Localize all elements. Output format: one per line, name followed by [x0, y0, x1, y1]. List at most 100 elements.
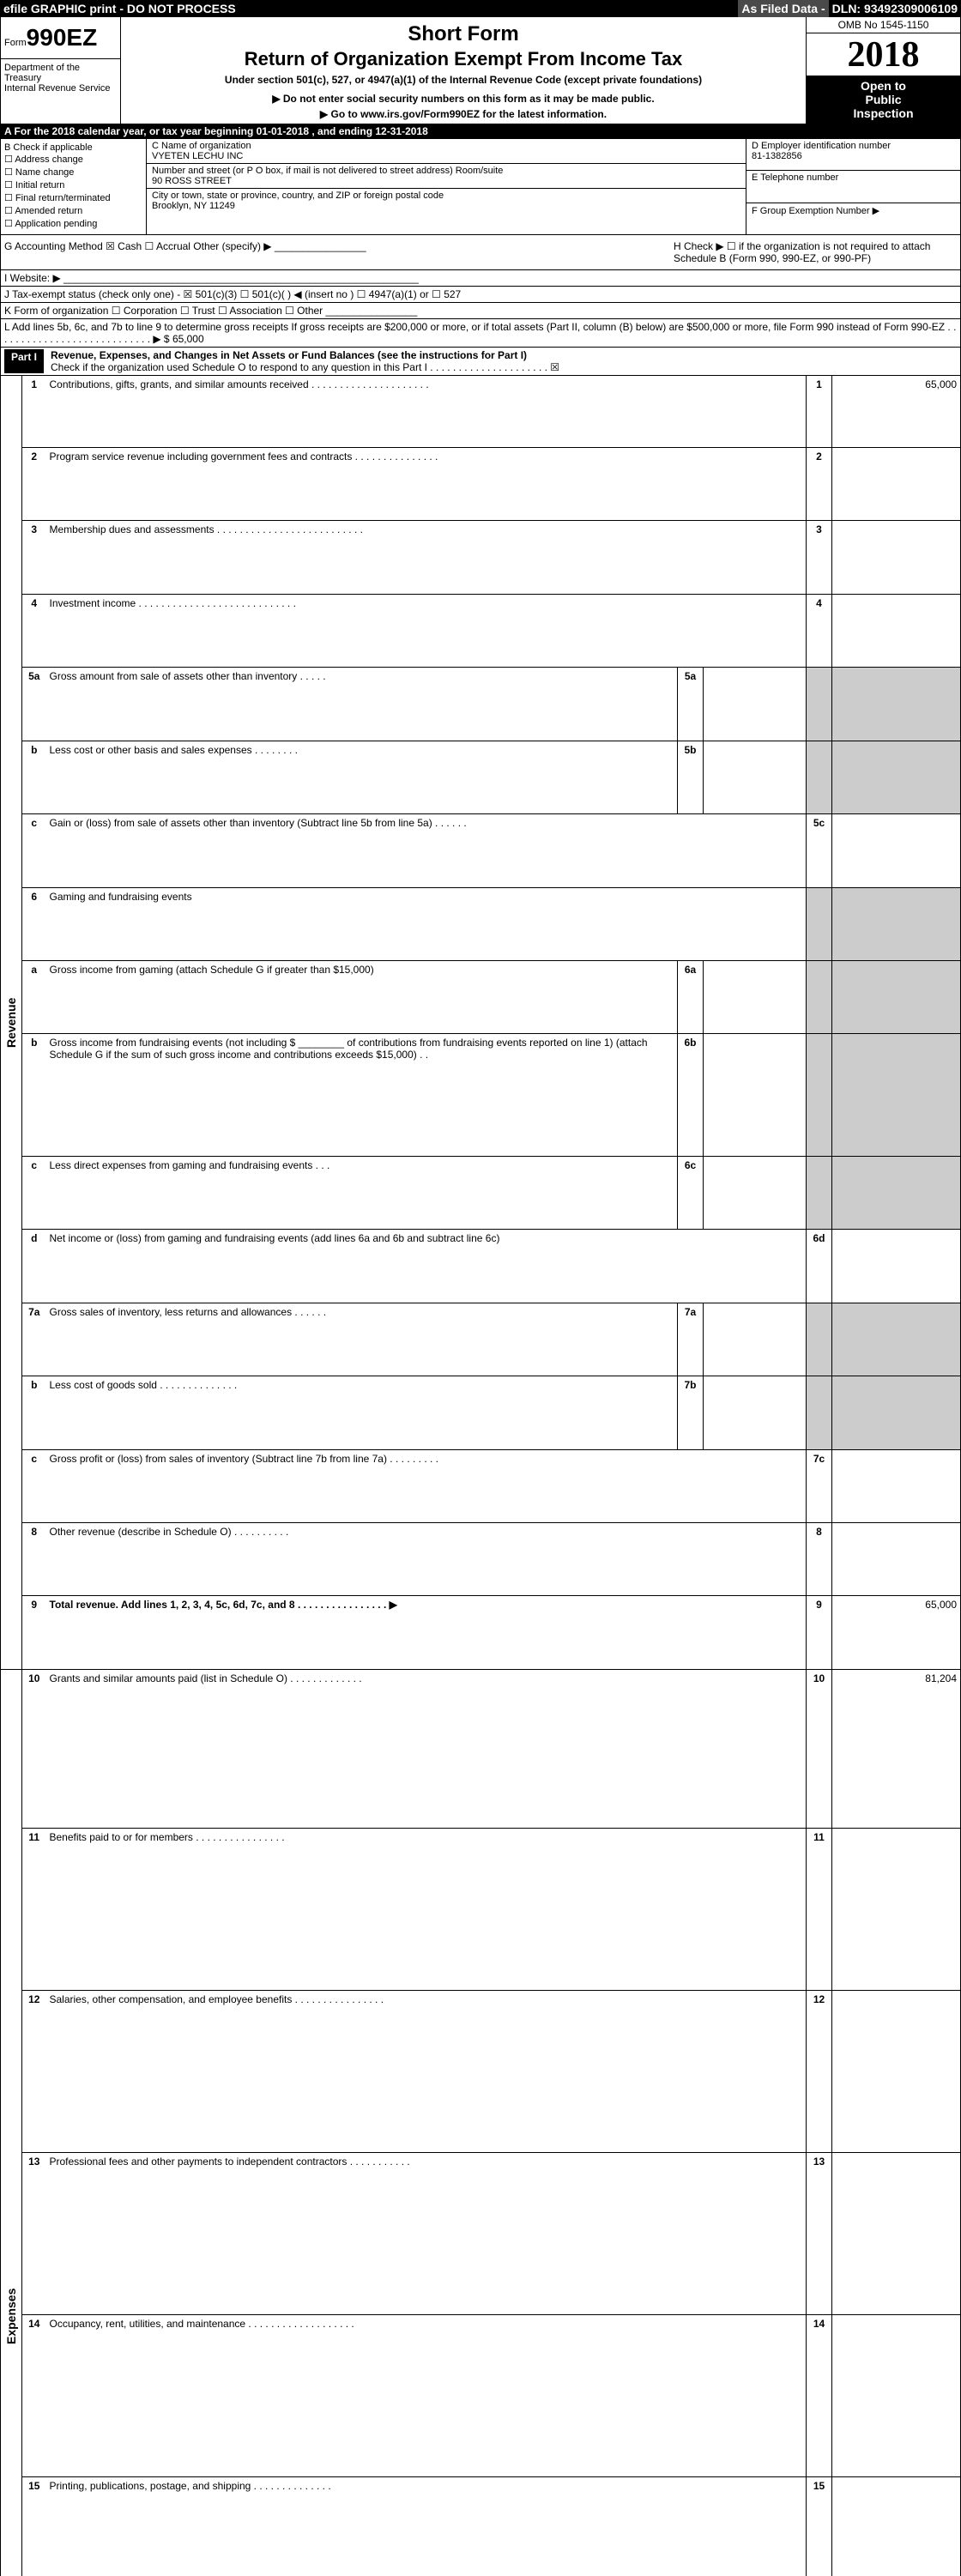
line-num: 5a — [22, 668, 46, 741]
line-j: J Tax-exempt status (check only one) - ☒… — [0, 287, 961, 303]
c-city: Brooklyn, NY 11249 — [152, 201, 740, 211]
line-desc: Salaries, other compensation, and employ… — [46, 1991, 807, 2153]
line-a: A For the 2018 calendar year, or tax yea… — [0, 124, 961, 139]
dept-irs: Internal Revenue Service — [4, 83, 117, 94]
line-amt — [832, 2315, 961, 2477]
subline-amt — [704, 741, 807, 813]
dept-treasury: Department of the Treasury — [4, 63, 117, 83]
f-label: F Group Exemption Number ▶ — [752, 205, 955, 216]
line-amt — [832, 1523, 961, 1596]
subline-amt — [704, 1156, 807, 1229]
short-form-title: Short Form — [128, 22, 799, 46]
line-desc: Gross amount from sale of assets other t… — [46, 668, 678, 741]
line-desc: Gross income from gaming (attach Schedul… — [46, 960, 678, 1033]
line-amt — [832, 2153, 961, 2315]
line-amt: 81,204 — [832, 1670, 961, 1829]
open-to: Open to — [810, 79, 957, 93]
no-ssn-notice: ▶ Do not enter social security numbers o… — [128, 93, 799, 105]
line-num: b — [22, 1376, 46, 1449]
line-desc: Total revenue. Add lines 1, 2, 3, 4, 5c,… — [46, 1596, 807, 1670]
line-amt — [832, 1991, 961, 2153]
line-desc: Contributions, gifts, grants, and simila… — [46, 376, 807, 447]
line-h: H Check ▶ ☐ if the organization is not r… — [674, 240, 957, 264]
checkbox-address-change[interactable]: ☐ Address change — [4, 154, 142, 166]
line-desc: Less cost or other basis and sales expen… — [46, 741, 678, 813]
line-desc: Gaming and fundraising events — [46, 887, 807, 960]
line-amt — [832, 814, 961, 887]
line-amt — [832, 2477, 961, 2576]
line-rightnum: 14 — [807, 2315, 832, 2477]
line-num: 6 — [22, 887, 46, 960]
tax-year: 2018 — [807, 33, 960, 76]
efile-label: efile GRAPHIC print - DO NOT PROCESS — [0, 0, 738, 17]
subline-num: 6c — [678, 1156, 704, 1229]
line-desc: Occupancy, rent, utilities, and maintena… — [46, 2315, 807, 2477]
part1-label: Part I — [4, 349, 44, 373]
checkbox-name-change[interactable]: ☐ Name change — [4, 166, 142, 178]
line-desc: Program service revenue including govern… — [46, 447, 807, 520]
line-rightnum: 5c — [807, 814, 832, 887]
c-name: VYETEN LECHU INC — [152, 151, 740, 161]
line-desc: Investment income . . . . . . . . . . . … — [46, 594, 807, 667]
subline-num: 6b — [678, 1034, 704, 1156]
subline-amt — [704, 1034, 807, 1156]
line-desc: Gross income from fundraising events (no… — [46, 1034, 678, 1156]
line-rightnum: 4 — [807, 594, 832, 667]
goto-link[interactable]: ▶ Go to www.irs.gov/Form990EZ for the la… — [128, 108, 799, 120]
line-num: 1 — [22, 376, 46, 447]
line-amt: 65,000 — [832, 1596, 961, 1670]
line-desc: Net income or (loss) from gaming and fun… — [46, 1230, 807, 1303]
line-amt: 65,000 — [832, 376, 961, 447]
return-title: Return of Organization Exempt From Incom… — [128, 48, 799, 70]
line-k: K Form of organization ☐ Corporation ☐ T… — [0, 303, 961, 319]
line-rightnum: 6d — [807, 1230, 832, 1303]
line-rightnum: 2 — [807, 447, 832, 520]
line-num: 7a — [22, 1303, 46, 1376]
checkbox-final-return-terminated[interactable]: ☐ Final return/terminated — [4, 192, 142, 204]
e-label: E Telephone number — [752, 172, 955, 183]
line-desc: Less cost of goods sold . . . . . . . . … — [46, 1376, 678, 1449]
line-l: L Add lines 5b, 6c, and 7b to line 9 to … — [0, 319, 961, 348]
line-desc: Printing, publications, postage, and shi… — [46, 2477, 807, 2576]
line-num: 12 — [22, 1991, 46, 2153]
line-num: c — [22, 814, 46, 887]
line-num: 3 — [22, 521, 46, 594]
line-num: 15 — [22, 2477, 46, 2576]
line-rightnum: 7c — [807, 1449, 832, 1522]
checkbox-application-pending[interactable]: ☐ Application pending — [4, 218, 142, 230]
under-section: Under section 501(c), 527, or 4947(a)(1)… — [128, 74, 799, 86]
line-num: b — [22, 1034, 46, 1156]
line-num: 2 — [22, 447, 46, 520]
line-amt — [832, 521, 961, 594]
form-prefix: Form — [4, 38, 27, 48]
asfiled-label: As Filed Data - — [738, 0, 828, 17]
subline-amt — [704, 1303, 807, 1376]
subline-amt — [704, 960, 807, 1033]
line-amt — [832, 594, 961, 667]
line-rightnum: 1 — [807, 376, 832, 447]
line-desc: Less direct expenses from gaming and fun… — [46, 1156, 678, 1229]
line-num: a — [22, 960, 46, 1033]
line-desc: Benefits paid to or for members . . . . … — [46, 1829, 807, 1991]
line-rightnum: 11 — [807, 1829, 832, 1991]
subline-num: 6a — [678, 960, 704, 1033]
c-city-label: City or town, state or province, country… — [152, 190, 740, 201]
line-num: b — [22, 741, 46, 813]
line-g: G Accounting Method ☒ Cash ☐ Accrual Oth… — [4, 240, 674, 264]
checkbox-amended-return[interactable]: ☐ Amended return — [4, 205, 142, 217]
line-rightnum: 15 — [807, 2477, 832, 2576]
line-desc: Gain or (loss) from sale of assets other… — [46, 814, 807, 887]
line-rightnum: 13 — [807, 2153, 832, 2315]
line-rightnum: 10 — [807, 1670, 832, 1829]
line-amt — [832, 1230, 961, 1303]
line-desc: Membership dues and assessments . . . . … — [46, 521, 807, 594]
form-number: 990EZ — [27, 24, 98, 51]
checkbox-initial-return[interactable]: ☐ Initial return — [4, 179, 142, 191]
line-desc: Grants and similar amounts paid (list in… — [46, 1670, 807, 1829]
line-num: c — [22, 1449, 46, 1522]
line-desc: Other revenue (describe in Schedule O) .… — [46, 1523, 807, 1596]
subline-num: 5b — [678, 741, 704, 813]
subline-num: 5a — [678, 668, 704, 741]
line-num: 4 — [22, 594, 46, 667]
line-num: c — [22, 1156, 46, 1229]
